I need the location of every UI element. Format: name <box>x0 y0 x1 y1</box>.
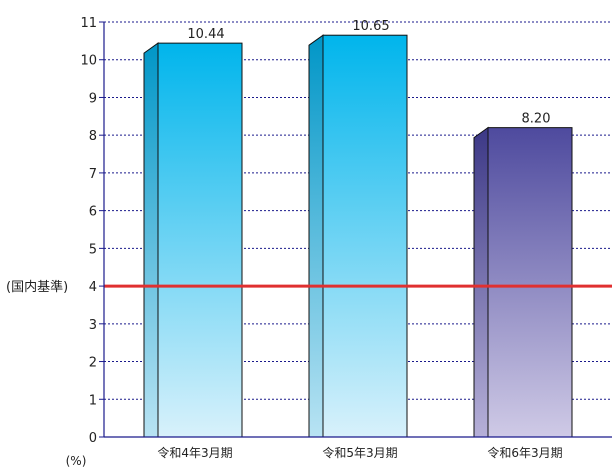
y-tick-label: 3 <box>89 318 97 333</box>
bar-front <box>322 34 408 438</box>
axes <box>103 22 612 438</box>
y-tick-label: 2 <box>89 356 97 371</box>
bar <box>308 34 408 438</box>
bar-front <box>157 42 243 438</box>
reference-line-label: (国内基準) <box>6 279 68 295</box>
y-tick-label: 1 <box>89 393 97 408</box>
y-tick-label: 4 <box>89 280 97 295</box>
y-tick-label: 8 <box>89 129 97 144</box>
y-tick-label: 9 <box>89 91 97 106</box>
bar-side <box>308 34 324 438</box>
y-axis-ticks: 0 1 2 3 4 5 6 7 8 9 10 11 <box>80 16 104 446</box>
x-tick-label: 令和6年3月期 <box>487 445 562 460</box>
y-tick-label: 0 <box>89 431 97 446</box>
bars <box>143 34 573 438</box>
y-tick-label: 11 <box>80 16 97 31</box>
bar <box>473 126 573 438</box>
y-axis-unit: (%) <box>66 454 87 468</box>
data-label: 10.44 <box>187 27 224 42</box>
bar <box>143 42 243 438</box>
bar-side <box>143 42 159 438</box>
data-label: 10.65 <box>352 19 389 34</box>
y-tick-label: 6 <box>89 205 97 220</box>
bar-front <box>487 127 573 438</box>
data-label: 8.20 <box>522 112 551 127</box>
y-tick-label: 10 <box>80 54 97 69</box>
y-tick-label: 7 <box>89 167 97 182</box>
labels: 10.44 令和4年3月期 10.65 令和5年3月期 8.20 令和6年3月期 (%) <box>66 19 563 468</box>
x-tick-label: 令和5年3月期 <box>322 445 397 460</box>
reference-line-group: (国内基準) <box>6 279 612 295</box>
y-tick-label: 5 <box>89 242 97 257</box>
x-tick-label: 令和4年3月期 <box>157 445 232 460</box>
bar-side <box>473 126 489 438</box>
